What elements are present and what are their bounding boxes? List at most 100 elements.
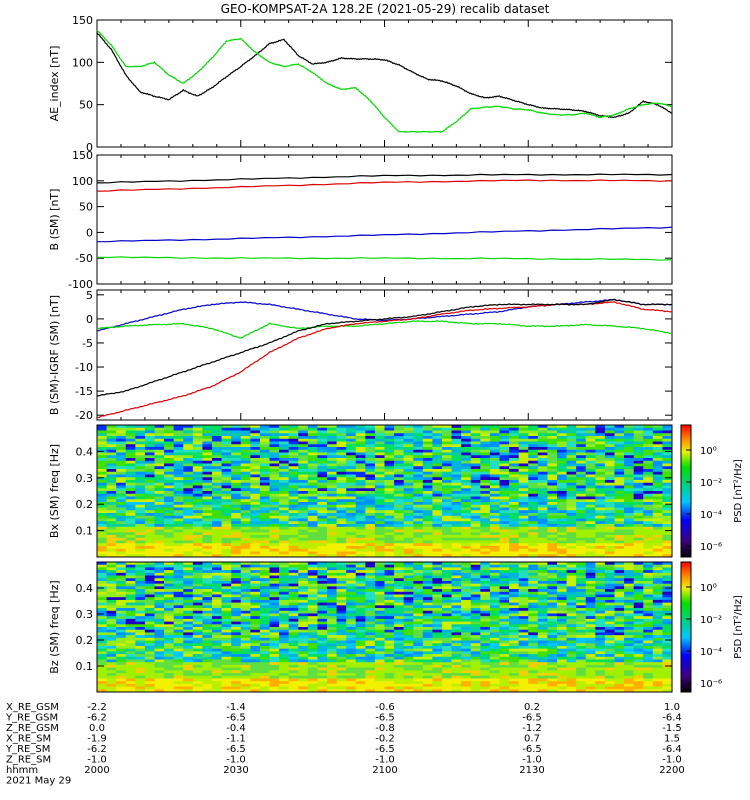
spectrogram-cell — [365, 488, 376, 492]
spectrogram-cell — [528, 540, 539, 544]
spectrogram-cell — [298, 515, 309, 519]
spectrogram-cell — [317, 616, 328, 620]
spectrogram-cell — [288, 515, 299, 519]
spectrogram-cell — [451, 524, 462, 528]
spectrogram-cell — [566, 537, 577, 541]
spectrogram-cell — [346, 637, 357, 641]
spectrogram-cell — [298, 518, 309, 522]
spectrogram-cell — [595, 466, 606, 470]
spectrogram-cell — [212, 488, 222, 492]
spectrogram-cell — [614, 526, 625, 530]
spectrogram-cell — [432, 586, 443, 590]
spectrogram-cell — [336, 551, 347, 555]
spectrogram-cell — [365, 608, 376, 612]
spectrogram-cell — [231, 529, 242, 533]
spectrogram-cell — [643, 488, 654, 492]
series-line-kyoto-proxy-ae — [96, 29, 673, 134]
spectrogram-cell — [595, 562, 606, 566]
spectrogram-cell — [173, 535, 184, 539]
spectrogram-cell — [173, 532, 184, 536]
spectrogram-cell — [547, 608, 558, 612]
spectrogram-cell — [355, 629, 366, 633]
spectrogram-cell — [489, 540, 500, 544]
spectrogram-cell — [240, 524, 251, 528]
spectrogram-cell — [221, 627, 232, 631]
spectrogram-cell — [509, 567, 520, 571]
spectrogram-cell — [164, 627, 175, 631]
spectrogram-cell — [97, 477, 107, 481]
spectrogram-cell — [451, 515, 462, 519]
spectrogram-cell — [537, 507, 548, 511]
spectrogram-cell — [470, 627, 481, 631]
spectrogram-cell — [422, 441, 433, 445]
spectrogram-cell — [576, 463, 587, 467]
spectrogram-cell — [317, 482, 328, 486]
spectrogram-cell — [327, 540, 337, 544]
spectrogram-cell — [489, 624, 500, 628]
spectrogram-cell — [413, 537, 424, 541]
spectrogram-cell — [116, 610, 127, 614]
spectrogram-cell — [547, 605, 558, 609]
spectrogram-cell — [528, 635, 539, 639]
spectrogram-cell — [624, 493, 635, 497]
spectrogram-cell — [125, 605, 136, 609]
spectrogram-cell — [298, 499, 309, 503]
spectrogram-cell — [154, 524, 165, 528]
spectrogram-cell — [518, 591, 529, 595]
spectrogram-cell — [547, 518, 558, 522]
spectrogram-cell — [355, 632, 366, 636]
spectrogram-cell — [212, 455, 222, 459]
spectrogram-cell — [652, 518, 663, 522]
spectrogram-cell — [144, 471, 155, 475]
spectrogram-cell — [451, 537, 462, 541]
spectrogram-cell — [173, 608, 184, 612]
spectrogram-cell — [604, 488, 615, 492]
spectrogram-cell — [509, 605, 520, 609]
spectrogram-cell — [259, 599, 270, 604]
spectrogram-cell — [116, 493, 127, 497]
spectrogram-cell — [365, 441, 376, 445]
spectrogram-cell — [442, 430, 452, 434]
spectrogram-cell — [212, 570, 222, 574]
spectrogram-cell — [547, 469, 558, 473]
spectrogram-cell — [518, 551, 529, 555]
spectrogram-cell — [106, 526, 117, 530]
spectrogram-cell — [279, 433, 290, 437]
spectrogram-cell — [125, 460, 136, 464]
spectrogram-cell — [279, 441, 290, 445]
spectrogram-cell — [298, 551, 309, 555]
spectrogram-cell — [624, 460, 635, 464]
spectrogram-cell — [499, 610, 510, 614]
spectrogram-cell — [164, 455, 175, 459]
spectrogram-cell — [442, 594, 452, 598]
spectrogram-cell — [183, 458, 194, 462]
spectrogram-cell — [288, 436, 299, 440]
spectrogram-cell — [355, 471, 366, 475]
spectrogram-cell — [652, 513, 663, 517]
spectrogram-cell — [288, 586, 299, 590]
spectrogram-cell — [652, 635, 663, 639]
spectrogram-cell — [652, 629, 663, 633]
spectrogram-cell — [317, 618, 328, 622]
spectrogram-cell — [557, 586, 567, 590]
spectrogram-cell — [279, 482, 290, 486]
spectrogram-cell — [288, 529, 299, 533]
spectrogram-cell — [461, 513, 472, 517]
spectrogram-cell — [422, 618, 433, 622]
spectrogram-cell — [384, 452, 395, 456]
spectrogram-cell — [624, 613, 635, 617]
spectrogram-cell — [374, 632, 385, 636]
spectrogram-cell — [509, 580, 520, 585]
y-tick-label: 0.2 — [76, 498, 94, 511]
spectrogram-cell — [279, 637, 290, 641]
spectrogram-cell — [288, 543, 299, 547]
spectrogram-cell — [125, 635, 136, 639]
spectrogram-cell — [164, 537, 175, 541]
spectrogram-cell — [652, 444, 663, 448]
spectrogram-cell — [470, 548, 481, 552]
spectrogram-cell — [317, 608, 328, 612]
spectrogram-cell — [384, 499, 395, 503]
spectrogram-cell — [116, 605, 127, 609]
spectrogram-cell — [451, 436, 462, 440]
spectrogram-cell — [432, 441, 443, 445]
